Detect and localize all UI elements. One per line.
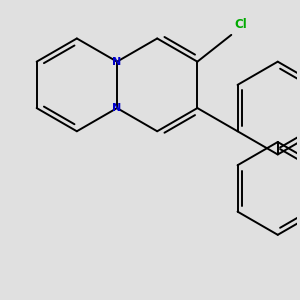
Text: N: N [112,57,122,67]
Text: Cl: Cl [234,18,247,31]
Text: N: N [112,103,122,113]
